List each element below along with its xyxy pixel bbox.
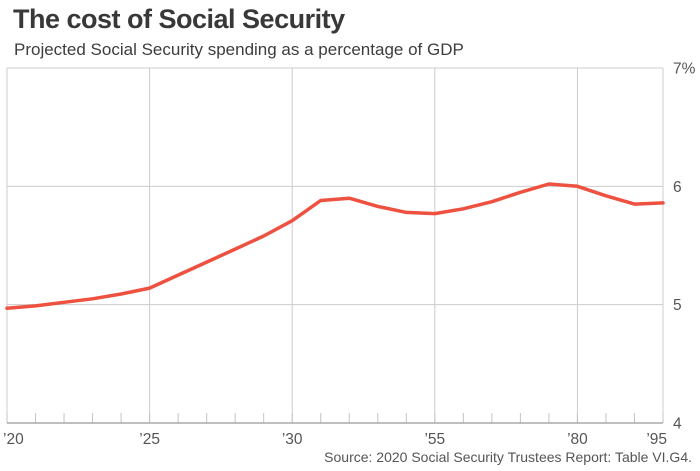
x-axis-label: ’20: [3, 431, 24, 448]
x-axis-label: ’95: [646, 431, 667, 448]
x-axis-label: ’80: [567, 431, 588, 448]
y-axis-label: 4: [673, 416, 682, 433]
y-axis-label: 7%: [673, 61, 696, 78]
spending-line: [5, 182, 665, 310]
x-axis-label: ’55: [424, 431, 445, 448]
y-axis-label: 5: [673, 297, 682, 314]
x-axis-label: ’30: [282, 431, 303, 448]
chart-title: The cost of Social Security: [13, 4, 345, 34]
x-axis-label: ’25: [139, 431, 160, 448]
source-attribution: Source: 2020 Social Security Trustees Re…: [324, 449, 692, 465]
chart-subtitle: Projected Social Security spending as a …: [14, 40, 464, 59]
y-axis-label: 6: [673, 179, 682, 196]
